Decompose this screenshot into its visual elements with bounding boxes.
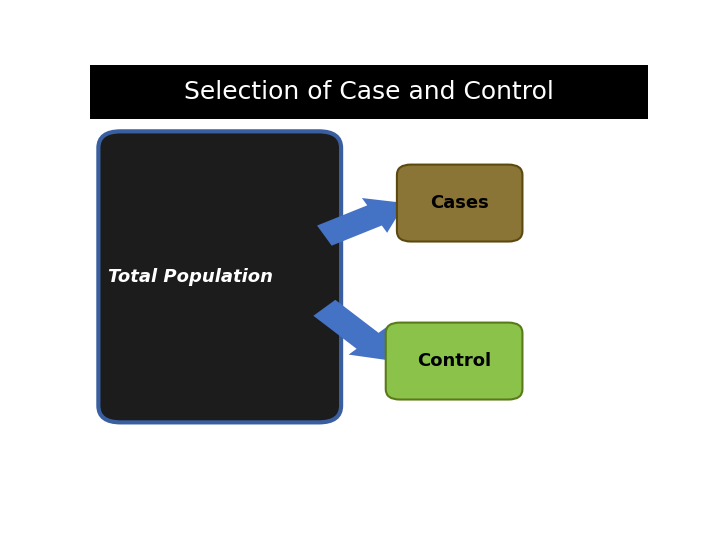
FancyBboxPatch shape	[99, 131, 341, 422]
Polygon shape	[317, 198, 405, 246]
Bar	[90, 65, 648, 119]
Text: Control: Control	[417, 352, 491, 370]
Text: Cases: Cases	[431, 194, 489, 212]
Text: Selection of Case and Control: Selection of Case and Control	[184, 80, 554, 104]
FancyBboxPatch shape	[386, 322, 523, 400]
Text: Total Population: Total Population	[107, 268, 273, 286]
FancyBboxPatch shape	[397, 165, 523, 241]
Polygon shape	[313, 300, 394, 361]
